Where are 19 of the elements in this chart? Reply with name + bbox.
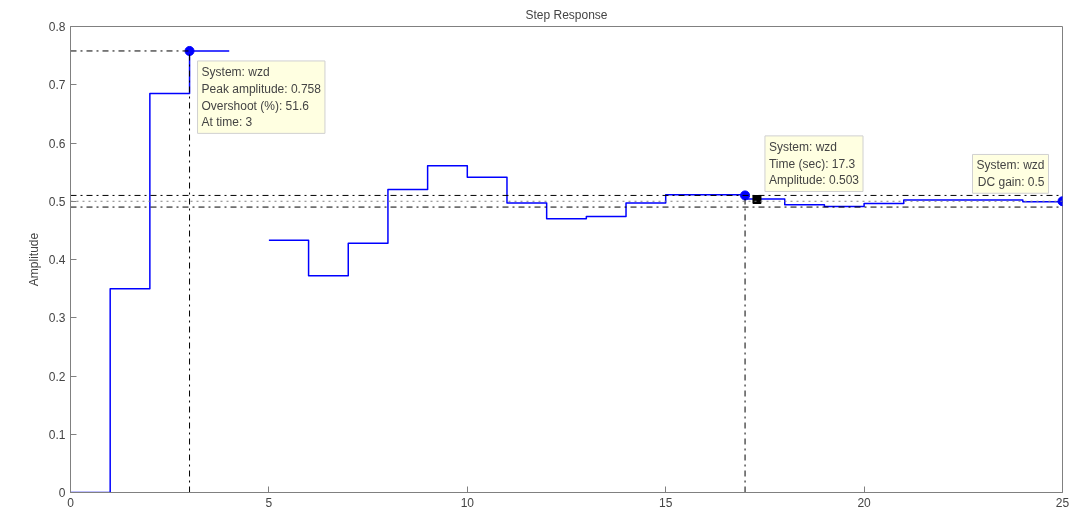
annotation: System: wzd Peak amplitude: 0.758 Overshoot (%): 51.6 At time: 3 xyxy=(201,64,322,130)
y-tick-label: 0.3 xyxy=(48,311,66,326)
y-tick-label: 0.8 xyxy=(48,20,66,34)
annotation: System: wzd Time (sec): 17.3 Amplitude: 0.503 xyxy=(768,139,860,188)
y-tick-label: 0.7 xyxy=(48,78,66,93)
x-tick-label: 5 xyxy=(265,495,273,510)
y-axis-title: Amplitude xyxy=(26,232,41,287)
annotation: System: wzd DC gain: 0.5 xyxy=(976,158,1045,190)
y-tick-label: 0.1 xyxy=(48,427,66,442)
x-tick-label: 25 xyxy=(1055,495,1070,510)
x-tick-label: 20 xyxy=(857,495,872,510)
y-tick-label: 0 xyxy=(58,486,66,500)
chart-title: Step Response xyxy=(525,7,608,22)
y-tick-label: 0.2 xyxy=(48,369,66,384)
x-tick-label: 10 xyxy=(460,495,475,510)
x-tick-label: 15 xyxy=(659,495,673,510)
y-tick-label: 0.5 xyxy=(48,194,66,209)
y-tick-label: 0.6 xyxy=(48,136,66,151)
y-tick-label: 0.4 xyxy=(48,253,66,267)
